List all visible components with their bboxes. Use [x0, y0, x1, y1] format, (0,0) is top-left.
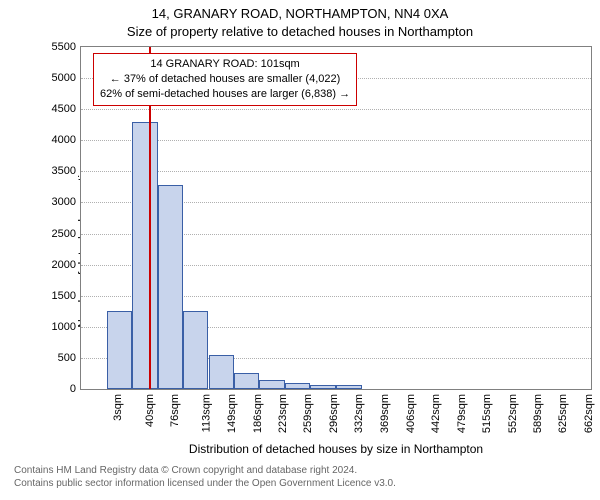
x-tick-label: 223sqm — [277, 394, 289, 433]
x-tick-label: 296sqm — [328, 394, 340, 433]
histogram-bar — [259, 380, 285, 389]
chart-title-line1: 14, GRANARY ROAD, NORTHAMPTON, NN4 0XA — [0, 6, 600, 21]
x-tick-label: 369sqm — [379, 394, 391, 433]
x-tick-label: 479sqm — [456, 394, 468, 433]
x-tick-label: 76sqm — [169, 394, 181, 427]
x-tick-label: 40sqm — [144, 394, 156, 427]
histogram-bar — [209, 355, 235, 389]
gridline — [81, 109, 591, 110]
y-tick-label: 3500 — [52, 165, 76, 177]
plot-area: 14 GRANARY ROAD: 101sqm← 37% of detached… — [80, 46, 592, 390]
histogram-bar — [234, 373, 259, 389]
x-tick-label: 442sqm — [430, 394, 442, 433]
x-tick-label: 259sqm — [303, 394, 315, 433]
y-tick-label: 5500 — [52, 41, 76, 53]
y-tick-label: 4500 — [52, 103, 76, 115]
footer-attribution: Contains HM Land Registry data © Crown c… — [14, 464, 396, 490]
y-tick-label: 500 — [58, 352, 76, 364]
x-axis-label: Distribution of detached houses by size … — [80, 442, 592, 456]
y-tick-label: 2500 — [52, 228, 76, 240]
chart-container: { "meta": { "title_line1": "14, GRANARY … — [0, 0, 600, 500]
y-tick-label: 1500 — [52, 290, 76, 302]
y-tick-label: 1000 — [52, 321, 76, 333]
x-tick-label: 149sqm — [226, 394, 238, 433]
histogram-bar — [132, 122, 158, 389]
x-tick-label: 662sqm — [583, 394, 595, 433]
histogram-bar — [336, 385, 362, 389]
annotation-line1: 14 GRANARY ROAD: 101sqm — [100, 57, 350, 72]
x-tick-label: 589sqm — [532, 394, 544, 433]
annotation-box: 14 GRANARY ROAD: 101sqm← 37% of detached… — [93, 53, 357, 106]
annotation-line3: 62% of semi-detached houses are larger (… — [100, 87, 350, 102]
y-tick-label: 4000 — [52, 134, 76, 146]
chart-title-line2: Size of property relative to detached ho… — [0, 24, 600, 39]
x-tick-label: 113sqm — [200, 394, 212, 432]
y-tick-label: 3000 — [52, 196, 76, 208]
histogram-bar — [107, 311, 132, 389]
histogram-bar — [285, 383, 310, 389]
histogram-bar — [158, 185, 183, 389]
x-tick-label: 406sqm — [405, 394, 417, 433]
y-tick-label: 5000 — [52, 72, 76, 84]
annotation-line2: ← 37% of detached houses are smaller (4,… — [100, 72, 350, 87]
histogram-bar — [310, 385, 336, 389]
x-tick-label: 515sqm — [481, 394, 493, 433]
x-tick-label: 625sqm — [558, 394, 570, 433]
x-tick-label: 552sqm — [507, 394, 519, 433]
x-tick-label: 186sqm — [252, 394, 264, 433]
x-tick-label: 3sqm — [112, 394, 124, 421]
x-tick-label: 332sqm — [353, 394, 365, 433]
y-tick-label: 2000 — [52, 259, 76, 271]
footer-line1: Contains HM Land Registry data © Crown c… — [14, 464, 396, 477]
footer-line2: Contains public sector information licen… — [14, 477, 396, 490]
y-tick-label: 0 — [70, 383, 76, 395]
histogram-bar — [183, 311, 209, 389]
